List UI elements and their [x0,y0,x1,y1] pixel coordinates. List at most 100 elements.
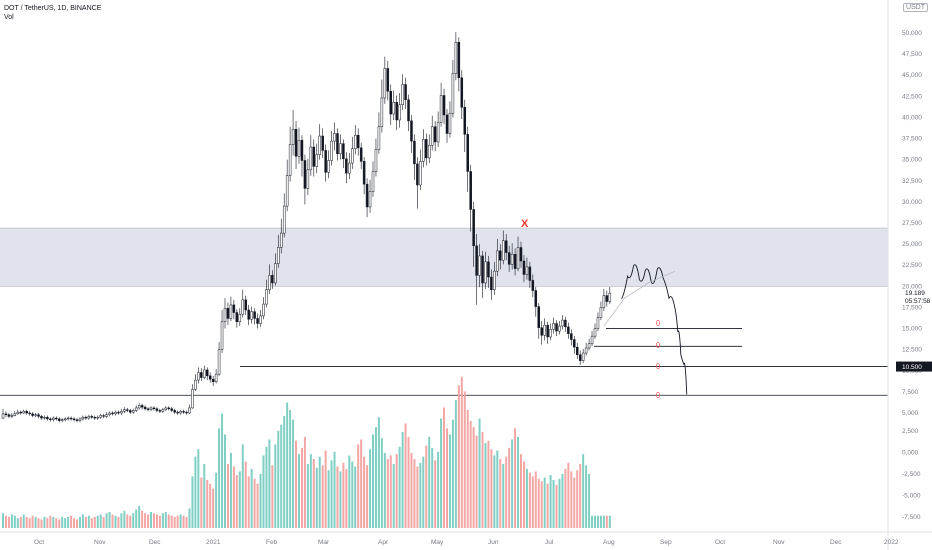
volume-bar [138,505,141,528]
candle-body [49,418,52,421]
candle-body [306,169,310,189]
candle-body [303,160,307,189]
candle-body [425,139,428,159]
currency-toggle[interactable]: USDT [902,3,928,12]
candle-body [226,308,230,319]
candle-body [578,354,582,361]
target-marker [656,363,660,369]
volume-bar [152,513,155,528]
volume-bar [457,385,460,528]
price-tick-label: 22,500 [902,262,922,269]
volume-bar [96,515,99,528]
volume-bar [268,439,271,528]
volume-bar [123,510,126,528]
candle-body [436,122,440,143]
candle-body [543,324,546,336]
time-tick-label: Dec [149,539,161,546]
candle-body [52,417,55,421]
price-tick-label: 35,000 [902,157,922,164]
volume-bar [591,515,594,528]
volume-bar [440,418,443,528]
candle-body [392,101,395,115]
candle-body [203,369,206,378]
volume-bar [300,448,303,528]
candle-body [173,410,176,413]
price-tick-label: 20,000 [902,283,922,290]
candle-body [229,304,233,319]
candle-body [37,414,40,417]
last-price-label: 19.189 [905,290,925,297]
volume-bar [531,476,534,528]
candle-body [235,312,239,323]
candle-body [315,154,319,167]
volume-bar [221,413,224,528]
candle-body [155,408,159,411]
candle-body [300,139,304,161]
candle-body [469,171,472,210]
candle-body [504,240,508,253]
volume-bar [188,508,191,528]
time-tick-label: Oct [715,539,725,546]
symbol-title: DOT / TetherUS, 1D, BINANCE [4,5,102,12]
volume-bar [594,515,596,528]
candle-body [250,311,253,320]
candle-body [359,147,363,162]
volume-bar [416,466,419,528]
candle-body [416,163,419,186]
candle-body [131,410,135,413]
volume-bar [13,515,16,528]
candle-body [427,145,431,159]
time-tick-label: Nov [94,539,106,546]
target-marker [656,392,660,398]
candle-body [66,417,70,420]
volume-bar [333,451,336,528]
volume-bar [392,464,395,528]
price-tick-label: 17,500 [902,304,922,311]
candle-body [185,411,188,414]
volume-bar [34,516,37,528]
candle-body [217,349,221,375]
volume-bar [179,514,182,528]
candle-body [575,346,579,355]
candle-body [570,333,573,340]
candle-body [120,411,123,414]
candle-body [522,260,526,275]
candle-body [13,413,17,416]
candle-body [40,416,43,419]
price-tick-label: 47,500 [902,51,922,58]
price-tick-label: 27,500 [902,220,922,227]
volume-bar [303,436,306,528]
volume-bar [377,417,380,528]
volume-bar [348,455,351,528]
candle-body [584,347,588,354]
candle-body [433,126,437,143]
volume-bar [129,515,132,528]
candle-body [232,304,236,313]
volume-bar [318,456,321,528]
candle-body [398,104,401,121]
volume-bar [93,516,96,528]
volume-bar [102,516,105,528]
time-tick-label: Jun [488,539,499,546]
volume-bar [576,470,579,528]
candle-body [501,240,505,261]
volume-bar [357,444,360,528]
candle-body [558,325,561,332]
candle-body [339,143,342,155]
candle-body [401,84,404,106]
candle-body [552,323,555,330]
candle-body [31,413,34,416]
candle-body [161,409,165,412]
volume-bar [117,516,120,528]
volume-bar [605,515,608,528]
volume-bar [540,481,543,528]
candle-body [377,126,381,150]
volume-bar [342,462,345,528]
candle-body [111,412,114,415]
volume-bar [451,419,454,528]
volume-bar [324,450,327,528]
price-tick-label: 7,500 [902,389,919,396]
candle-body [158,410,162,412]
candle-body [507,252,511,265]
